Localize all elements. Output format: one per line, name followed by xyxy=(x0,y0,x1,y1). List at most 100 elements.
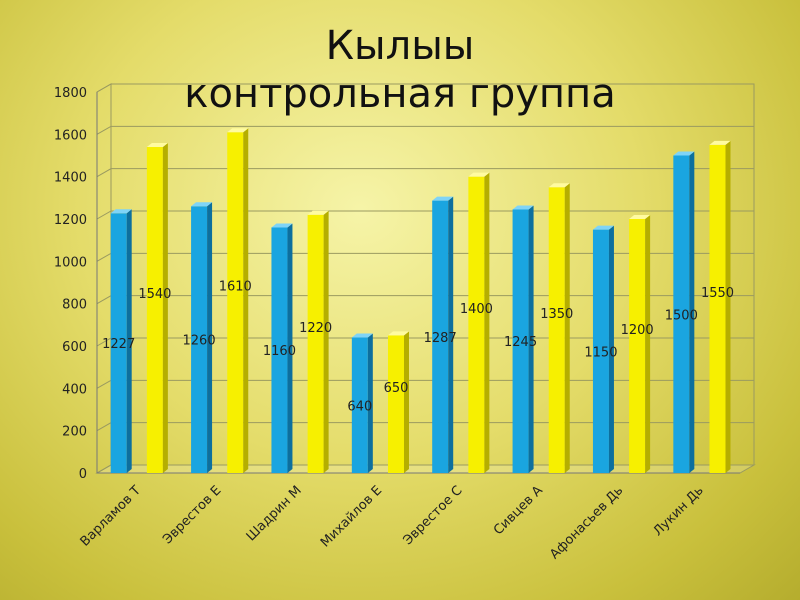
bar-top xyxy=(512,205,534,210)
bar-top xyxy=(629,215,651,219)
bar-front xyxy=(592,229,609,473)
bar xyxy=(432,196,454,473)
bar-front xyxy=(512,209,529,473)
data-label: 1260 xyxy=(183,334,216,349)
x-tick-label: Эврестов Е xyxy=(160,483,224,547)
bar xyxy=(387,331,409,473)
y-tick-label: 1200 xyxy=(54,213,87,228)
bar-top xyxy=(709,140,731,145)
data-label: 1160 xyxy=(263,344,296,359)
bar-front xyxy=(227,132,244,473)
x-tick-label: Сивцев А xyxy=(491,483,546,538)
y-tick-label: 1600 xyxy=(54,128,87,143)
gridline xyxy=(96,168,754,178)
bar-top xyxy=(673,151,695,156)
bar-side xyxy=(564,183,570,473)
bar-front xyxy=(709,144,726,473)
bar-front xyxy=(110,213,127,473)
data-label: 650 xyxy=(384,381,409,396)
bar-top xyxy=(271,223,293,228)
bar-front xyxy=(271,227,288,473)
bar xyxy=(548,183,570,473)
data-label: 1540 xyxy=(138,287,171,302)
data-label: 1150 xyxy=(584,345,617,360)
side-wall xyxy=(96,83,112,474)
gridline xyxy=(96,125,754,135)
bar-side xyxy=(323,210,329,473)
bar xyxy=(110,209,132,473)
y-tick-label: 400 xyxy=(62,382,87,397)
data-label: 1227 xyxy=(102,337,135,352)
bar xyxy=(307,210,329,473)
y-tick-label: 800 xyxy=(62,298,87,313)
y-tick-label: 1400 xyxy=(54,171,87,186)
y-tick-label: 0 xyxy=(79,467,87,482)
bar-side xyxy=(243,128,249,473)
data-label: 1610 xyxy=(219,280,252,295)
bar-side xyxy=(689,151,695,473)
bar xyxy=(512,205,534,473)
bar xyxy=(351,333,373,473)
x-tick-label: Шадрин М xyxy=(244,483,305,544)
bar-front xyxy=(629,219,646,473)
bar xyxy=(227,128,249,473)
x-axis: Варламов Т Эврестов Е Шадрин М Михайлов Е Эв… xyxy=(78,483,707,562)
bar-top xyxy=(592,225,614,230)
y-tick-label: 1800 xyxy=(54,86,87,101)
bar-side xyxy=(367,333,373,473)
gridline xyxy=(96,83,754,93)
data-label: 640 xyxy=(347,399,372,414)
y-tick-label: 600 xyxy=(62,340,87,355)
y-tick-label: 1000 xyxy=(54,255,87,270)
x-tick-label: Михайлов Е xyxy=(318,483,385,550)
bar xyxy=(673,151,695,473)
bar-side xyxy=(645,215,651,473)
bar-side xyxy=(725,140,731,473)
bar-top xyxy=(227,128,249,133)
bar-top xyxy=(191,202,213,207)
bar-front xyxy=(548,187,565,473)
y-tick-label: 200 xyxy=(62,425,87,440)
bar-side xyxy=(207,202,213,474)
gridline xyxy=(96,210,754,220)
bar-side xyxy=(448,196,454,473)
bar xyxy=(146,143,168,474)
bar-front xyxy=(146,147,163,474)
bar xyxy=(191,202,213,474)
bar xyxy=(271,223,293,473)
bar-front xyxy=(387,335,404,473)
data-label: 1550 xyxy=(701,286,734,301)
data-label: 1350 xyxy=(540,307,573,322)
bar xyxy=(468,172,490,473)
data-label: 1400 xyxy=(460,302,493,317)
bar-top xyxy=(432,196,454,201)
data-label: 1220 xyxy=(299,321,332,336)
bar-top xyxy=(548,183,570,188)
data-label: 1500 xyxy=(665,308,698,323)
bar-front xyxy=(191,206,208,474)
page-title: Кылыы контрольная группа xyxy=(0,22,800,118)
bar-top xyxy=(468,172,490,177)
bar-side xyxy=(403,331,409,473)
x-tick-label: Лукин Дь xyxy=(651,483,707,539)
bar-front xyxy=(468,176,485,473)
x-tick-label: Варламов Т xyxy=(78,483,144,549)
title-line-1: Кылыы xyxy=(325,23,475,69)
bar-top xyxy=(351,333,373,338)
bar xyxy=(709,140,731,473)
bar-front xyxy=(673,155,690,473)
data-label: 1200 xyxy=(621,323,654,338)
bar-side xyxy=(287,223,293,473)
bars xyxy=(110,128,731,474)
data-label: 1287 xyxy=(424,331,457,346)
bar-side xyxy=(162,143,168,474)
x-tick-label: Афонасьев Дь xyxy=(547,483,626,562)
bar xyxy=(629,215,651,473)
bar-side xyxy=(608,225,614,473)
bar-top xyxy=(307,210,329,215)
x-tick-label: Эврестое С xyxy=(401,483,466,548)
bar-side xyxy=(528,205,534,473)
bar-side xyxy=(484,172,490,473)
